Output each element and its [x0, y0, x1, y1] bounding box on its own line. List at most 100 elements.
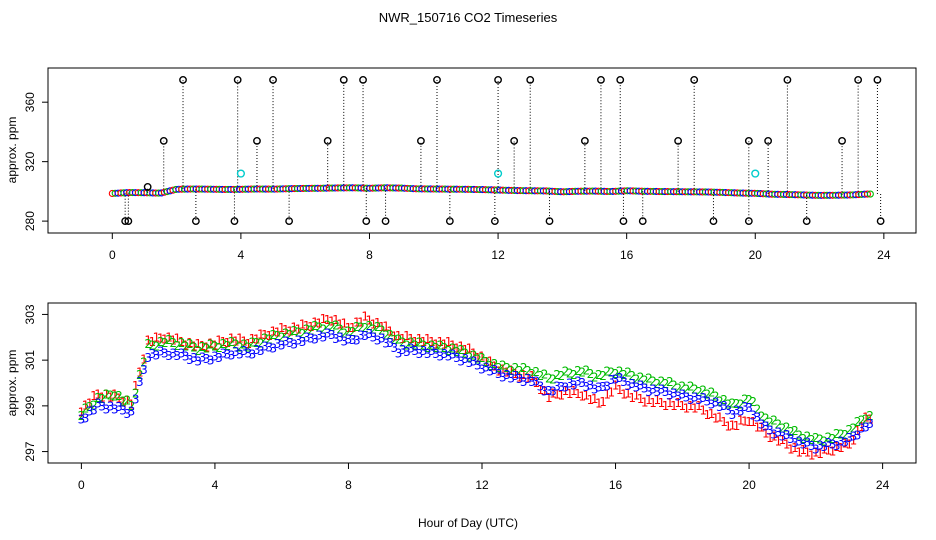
series-3-point: 3 [236, 347, 244, 361]
series-2-point: 2 [153, 339, 161, 353]
series-3-point: 3 [599, 380, 607, 394]
series-3-point: 3 [649, 382, 657, 396]
series-1-point: 1 [78, 406, 86, 420]
series-1-point: 1 [666, 396, 674, 410]
series-2-point: 2 [808, 433, 816, 447]
series-3-point: 3 [716, 400, 724, 414]
series-1-point: 1 [470, 346, 478, 360]
series-2-point: 2 [566, 366, 574, 380]
series-3-point: 3 [86, 405, 94, 419]
series-3-point: 3 [787, 432, 795, 446]
series-1-point: 1 [107, 390, 115, 404]
series-3-point: 3 [278, 338, 286, 352]
series-3-point: 3 [311, 333, 319, 347]
panel-top-marks [108, 75, 885, 226]
series-3-point: 3 [791, 436, 799, 450]
x-tick-label: 8 [366, 248, 373, 262]
series-1-point: 1 [616, 383, 624, 397]
series-3-point: 3 [862, 421, 870, 435]
series-1-point: 1 [528, 369, 536, 383]
series-2-point: 2 [453, 345, 461, 359]
series-2-point: 2 [645, 371, 653, 385]
series-3-point: 3 [754, 410, 762, 424]
series-3-point: 3 [307, 331, 315, 345]
series-3-point: 3 [103, 402, 111, 416]
series-3-point: 3 [487, 365, 495, 379]
series-3-point: 3 [290, 338, 298, 352]
series-3-point: 3 [261, 339, 269, 353]
outlier-point [638, 217, 647, 226]
series-3-point: 3 [578, 376, 586, 390]
series-2-point: 2 [403, 338, 411, 352]
series-3-point: 3 [428, 344, 436, 358]
series-3-point: 3 [203, 352, 211, 366]
series-2-point: 2 [295, 326, 303, 340]
panel-bottom-x-ticks: 0 4 8 12 16 20 24 [78, 463, 890, 492]
series-1-point: 1 [136, 366, 144, 380]
outlier-point [510, 136, 519, 145]
series-2-point: 2 [382, 329, 390, 343]
series-1-point: 1 [236, 331, 244, 345]
series-1-point: 1 [783, 438, 791, 452]
series-1-point: 1 [253, 333, 261, 347]
series-1-point: 1 [829, 445, 837, 459]
series-3-point: 3 [194, 354, 202, 368]
series-2-point: 2 [749, 395, 757, 409]
series-2-point: 2 [82, 402, 90, 416]
outlier-point [674, 136, 683, 145]
series-1-point: 1 [795, 446, 803, 460]
outlier-point [597, 75, 605, 84]
series-1-point: 1 [574, 387, 582, 401]
series-1-point: 1 [307, 320, 315, 334]
series-3-point: 3 [111, 402, 119, 416]
series-2-point: 2 [820, 434, 828, 448]
series-1-point: 1 [741, 414, 749, 428]
outlier-point [323, 136, 332, 145]
series-2-point: 2 [641, 374, 649, 388]
series-2-point: 2 [207, 338, 215, 352]
series-2-point: 2 [107, 389, 115, 403]
y-tick-label: 301 [23, 350, 37, 370]
series-2-point: 2 [591, 370, 599, 384]
series-1-point: 1 [395, 329, 403, 343]
series-3-point: 3 [482, 361, 490, 375]
series-3-point: 3 [466, 356, 474, 370]
series-2-point: 2 [98, 392, 106, 406]
series-2-point: 2 [603, 365, 611, 379]
series-1-point: 1 [520, 368, 528, 382]
series-2-point: 2 [290, 324, 298, 338]
series-3-point: 3 [845, 431, 853, 445]
series-3-point: 3 [470, 354, 478, 368]
series-2-point: 2 [132, 386, 140, 400]
series-2-point: 2 [424, 341, 432, 355]
series-3-point: 3 [733, 403, 741, 417]
figure-title: NWR_150716 CO2 Timeseries [379, 10, 558, 25]
series-1-point: 1 [537, 383, 545, 397]
series-2-point: 2 [599, 369, 607, 383]
x-tick-label: 16 [620, 248, 634, 262]
series-2-point: 2 [545, 371, 553, 385]
series-1-point: 1 [825, 443, 833, 457]
series-1-point: 1 [82, 398, 90, 412]
series-1-point: 1 [161, 333, 169, 347]
outlier-point [124, 217, 133, 226]
series-1-point: 1 [512, 367, 520, 381]
series-1-point: 1 [628, 391, 636, 405]
series-2-point: 2 [804, 430, 812, 444]
series-3-point: 3 [570, 378, 578, 392]
series-3-point: 3 [224, 347, 232, 361]
x-tick-label: 24 [877, 248, 891, 262]
series-1-point: 1 [295, 322, 303, 336]
series-2-point: 2 [211, 339, 219, 353]
series-2-point: 2 [436, 338, 444, 352]
series-1-point: 1 [299, 318, 307, 332]
series-3-point: 3 [378, 331, 386, 345]
series-1-point: 1 [683, 402, 691, 416]
series-1-point: 1 [507, 363, 515, 377]
series-1-point: 1 [587, 393, 595, 407]
series-1-point: 1 [837, 441, 845, 455]
series-3-point: 3 [858, 422, 866, 436]
series-2-point: 2 [578, 366, 586, 380]
series-3-point: 3 [94, 397, 102, 411]
